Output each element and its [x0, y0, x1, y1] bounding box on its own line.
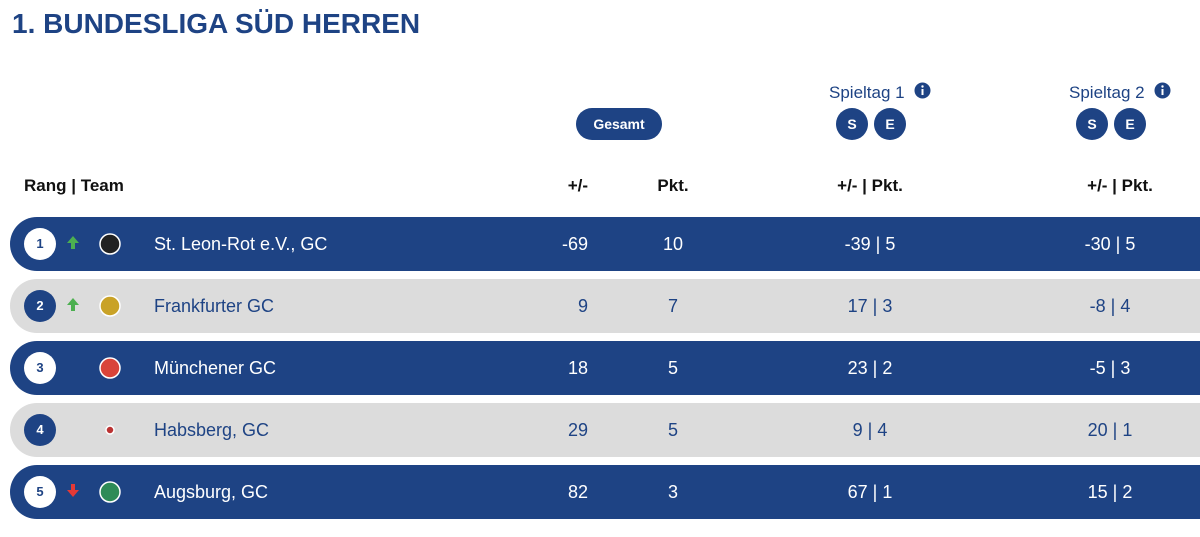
matchday-result: -8 | 4: [1089, 296, 1131, 316]
info-icon[interactable]: [914, 82, 931, 99]
column-header: Rang | Team: [24, 176, 124, 195]
matchday-result: 67 | 1: [847, 482, 893, 502]
team-name: Habsberg, GC: [154, 420, 270, 440]
table-row[interactable]: 3 Münchener GC 18 5 23 | 2 -5 | 3: [10, 341, 1200, 395]
goal-difference: 9: [577, 296, 588, 316]
points: 5: [667, 420, 678, 440]
matchday-label: Spieltag 1: [829, 83, 905, 102]
rank: 4: [24, 414, 56, 446]
matchday-result: 23 | 2: [847, 358, 893, 378]
points: 10: [662, 234, 684, 254]
table-row[interactable]: 1 St. Leon-Rot e.V., GC -69 10 -39 | 5 -30 | …: [10, 217, 1200, 271]
points: 7: [667, 296, 678, 316]
column-header: +/- | Pkt.: [1087, 176, 1153, 195]
e-button[interactable]: E: [874, 108, 906, 140]
rank: 1: [24, 228, 56, 260]
matchday-result: 17 | 3: [847, 296, 893, 316]
matchday-result: 9 | 4: [852, 420, 888, 440]
points: 3: [667, 482, 678, 502]
rank: 3: [24, 352, 56, 384]
team-name: Münchener GC: [154, 358, 277, 378]
s-button[interactable]: S: [836, 108, 868, 140]
info-icon[interactable]: [1154, 82, 1171, 99]
matchday-result: 20 | 1: [1087, 420, 1133, 440]
matchday-result: 15 | 2: [1087, 482, 1133, 502]
goal-difference: -69: [561, 234, 588, 254]
total-pill[interactable]: Gesamt: [576, 108, 662, 140]
team-logo: [99, 295, 121, 317]
s-button[interactable]: S: [1076, 108, 1108, 140]
column-header: +/- | Pkt.: [837, 176, 903, 195]
matchday-result: -39 | 5: [844, 234, 896, 254]
table-row[interactable]: 5 Augsburg, GC 82 3 67 | 1 15 | 2: [10, 465, 1200, 519]
table-row[interactable]: 2 Frankfurter GC 9 7 17 | 3 -8 | 4: [10, 279, 1200, 333]
rank: 5: [24, 476, 56, 508]
team-logo: [99, 357, 121, 379]
goal-difference: 29: [567, 420, 588, 440]
matchday-result: -30 | 5: [1084, 234, 1136, 254]
trend-arrow: [67, 298, 79, 311]
team-logo: [99, 233, 121, 255]
rank: 2: [24, 290, 56, 322]
team-name: Frankfurter GC: [154, 296, 275, 316]
trend-arrow: [67, 236, 79, 249]
table-row[interactable]: 4 Habsberg, GC 29 5 9 | 4 20 | 1: [10, 403, 1200, 457]
team-name: St. Leon-Rot e.V., GC: [154, 234, 328, 254]
matchday-label: Spieltag 2: [1069, 83, 1145, 102]
trend-arrow: [67, 484, 79, 497]
title: 1. BUNDESLIGA SÜD HERREN: [12, 8, 421, 39]
e-button[interactable]: E: [1114, 108, 1146, 140]
team-logo: [105, 425, 115, 435]
matchday-result: -5 | 3: [1089, 358, 1131, 378]
team-name: Augsburg, GC: [154, 482, 269, 502]
column-header: Pkt.: [657, 176, 689, 195]
goal-difference: 82: [567, 482, 588, 502]
goal-difference: 18: [567, 358, 588, 378]
points: 5: [667, 358, 678, 378]
column-header: +/-: [567, 176, 588, 195]
team-logo: [99, 481, 121, 503]
